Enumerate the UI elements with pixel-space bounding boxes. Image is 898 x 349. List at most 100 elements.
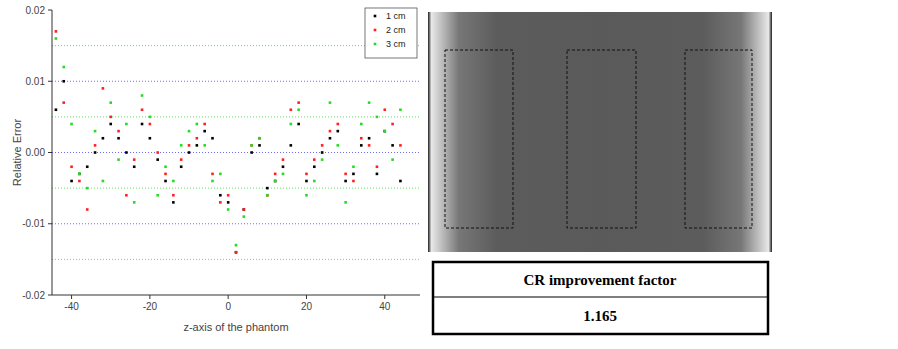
point bbox=[383, 130, 386, 133]
x-tick-label: 0 bbox=[225, 301, 231, 312]
y-tick-label: 0.02 bbox=[26, 5, 46, 16]
x-tick bbox=[149, 295, 150, 299]
point bbox=[196, 144, 199, 147]
point bbox=[266, 187, 269, 190]
point bbox=[227, 201, 230, 204]
y-tick-label: -0.02 bbox=[22, 290, 45, 301]
point bbox=[383, 108, 386, 111]
point bbox=[196, 123, 199, 126]
x-tick bbox=[228, 295, 229, 299]
point bbox=[297, 101, 300, 104]
point bbox=[102, 180, 105, 183]
roi-box bbox=[567, 50, 636, 228]
point bbox=[282, 158, 285, 161]
point bbox=[203, 123, 206, 126]
point bbox=[344, 180, 347, 183]
point bbox=[329, 101, 332, 104]
point bbox=[243, 208, 246, 211]
legend-label: 3 cm bbox=[386, 39, 406, 49]
x-axis-line bbox=[52, 295, 420, 296]
point bbox=[360, 123, 363, 126]
point bbox=[125, 194, 128, 197]
point bbox=[188, 130, 191, 133]
point bbox=[94, 151, 97, 154]
point bbox=[149, 123, 152, 126]
point bbox=[235, 244, 238, 247]
point bbox=[188, 151, 191, 154]
x-tick bbox=[71, 295, 72, 299]
point bbox=[376, 173, 379, 176]
point bbox=[368, 144, 371, 147]
point bbox=[219, 194, 222, 197]
point bbox=[203, 144, 206, 147]
point bbox=[399, 108, 402, 111]
point bbox=[336, 123, 339, 126]
point bbox=[78, 180, 81, 183]
point bbox=[368, 137, 371, 140]
point bbox=[227, 208, 230, 211]
point bbox=[203, 130, 206, 133]
point bbox=[391, 123, 394, 126]
point bbox=[133, 165, 136, 168]
point bbox=[102, 87, 105, 90]
point bbox=[62, 101, 65, 104]
point bbox=[235, 251, 238, 254]
point bbox=[70, 123, 73, 126]
point bbox=[55, 37, 58, 40]
minor-grid-line bbox=[52, 259, 420, 260]
point bbox=[86, 187, 89, 190]
point bbox=[368, 101, 371, 104]
point bbox=[250, 151, 253, 154]
point bbox=[250, 144, 253, 147]
minor-grid-line bbox=[52, 188, 420, 189]
x-tick bbox=[384, 295, 385, 299]
point bbox=[125, 151, 128, 154]
point bbox=[352, 165, 355, 168]
point bbox=[376, 165, 379, 168]
point bbox=[211, 137, 214, 140]
legend: 1 cm2 cm3 cm bbox=[365, 8, 417, 58]
point bbox=[94, 130, 97, 133]
point bbox=[235, 251, 238, 254]
point bbox=[109, 116, 112, 119]
roi-box bbox=[685, 50, 752, 228]
point bbox=[164, 180, 167, 183]
point bbox=[180, 144, 183, 147]
point bbox=[290, 144, 293, 147]
x-tick-label: 20 bbox=[301, 301, 313, 312]
series bbox=[55, 80, 402, 254]
point bbox=[86, 165, 89, 168]
y-tick bbox=[48, 152, 52, 153]
point bbox=[133, 201, 136, 204]
phantom-image bbox=[428, 12, 772, 252]
point bbox=[336, 144, 339, 147]
y-tick-label: 0.01 bbox=[26, 76, 46, 87]
point bbox=[55, 30, 58, 33]
roi-box bbox=[445, 50, 513, 228]
x-tick-label: 40 bbox=[379, 301, 391, 312]
point bbox=[219, 201, 222, 204]
x-axis-label: z-axis of the phantom bbox=[183, 321, 288, 333]
point bbox=[156, 151, 159, 154]
point bbox=[360, 137, 363, 140]
point bbox=[211, 173, 214, 176]
point bbox=[266, 194, 269, 197]
x-tick-label: -20 bbox=[143, 301, 158, 312]
point bbox=[211, 180, 214, 183]
point bbox=[180, 158, 183, 161]
table-value: 1.165 bbox=[583, 308, 617, 324]
legend-marker bbox=[374, 29, 377, 32]
point bbox=[109, 123, 112, 126]
table-header: CR improvement factor bbox=[523, 272, 676, 288]
point bbox=[180, 165, 183, 168]
point bbox=[321, 144, 324, 147]
point bbox=[282, 165, 285, 168]
point bbox=[376, 116, 379, 119]
point bbox=[149, 137, 152, 140]
point bbox=[188, 144, 191, 147]
point bbox=[258, 137, 261, 140]
series bbox=[55, 30, 402, 253]
point bbox=[290, 123, 293, 126]
legend-marker bbox=[374, 43, 377, 46]
point bbox=[250, 144, 253, 147]
